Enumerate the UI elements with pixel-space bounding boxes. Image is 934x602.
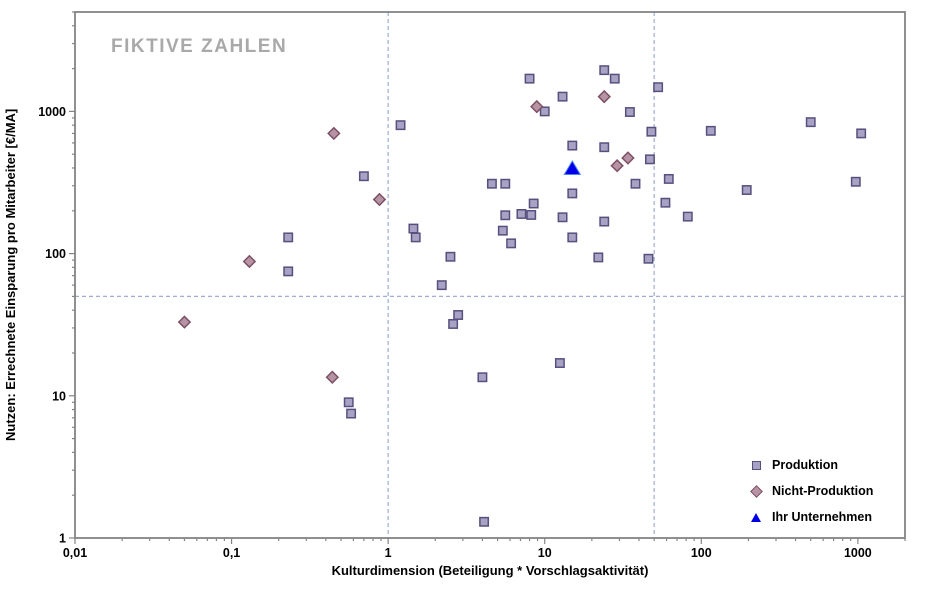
- data-point-square: [395, 120, 406, 131]
- data-point-square: [645, 154, 655, 165]
- data-point-square: [741, 185, 752, 195]
- data-point-square: [705, 125, 716, 136]
- data-point-square: [653, 82, 664, 93]
- data-point-square: [500, 210, 511, 221]
- data-point-diamond: [621, 151, 635, 165]
- x-tick-label: 10: [538, 546, 552, 560]
- data-point-square: [660, 197, 671, 208]
- data-point-square: [805, 117, 816, 128]
- data-point-square: [599, 216, 610, 227]
- data-point-square: [477, 372, 488, 383]
- legend: Produktion Nicht-Produktion Ihr Unterneh…: [747, 452, 873, 530]
- y-tick-label: 1000: [38, 105, 66, 119]
- data-point-diamond: [242, 254, 257, 269]
- data-point-square: [500, 178, 511, 189]
- data-point-square: [283, 266, 294, 277]
- data-point-diamond: [177, 315, 192, 329]
- data-point-square: [663, 173, 674, 184]
- data-point-diamond: [530, 99, 544, 114]
- data-point-square: [599, 65, 610, 76]
- data-point-square: [554, 358, 565, 368]
- data-point-diamond: [610, 158, 624, 173]
- data-point-square: [599, 142, 610, 153]
- data-point-square: [557, 91, 568, 102]
- legend-label-nicht-produktion: Nicht-Produktion: [772, 484, 874, 498]
- data-point-square: [593, 252, 604, 263]
- x-axis-title: Kulturdimension (Beteiligung * Vorschlag…: [331, 563, 649, 578]
- legend-item-produktion: Produktion: [747, 452, 873, 478]
- data-point-triangle: [563, 160, 582, 175]
- y-tick-label: 10: [52, 389, 66, 403]
- y-tick-label: 100: [45, 247, 66, 261]
- x-tick-label: 0,01: [63, 546, 87, 560]
- data-point-diamond: [372, 192, 387, 207]
- data-point-square: [643, 253, 654, 264]
- diamond-marker-icon: [747, 484, 765, 498]
- data-point-square: [453, 310, 464, 320]
- data-point-square: [557, 212, 568, 223]
- data-point-square: [624, 107, 635, 117]
- data-point-square: [682, 211, 693, 222]
- data-point-square: [567, 140, 578, 151]
- data-point-square: [630, 178, 641, 189]
- data-point-square: [609, 73, 620, 84]
- legend-item-nicht-produktion: Nicht-Produktion: [747, 478, 873, 504]
- data-point-square: [479, 516, 490, 527]
- x-tick-label: 1000: [844, 546, 872, 560]
- data-point-square: [528, 198, 539, 209]
- watermark-text: FIKTIVE ZAHLEN: [111, 36, 288, 57]
- data-point-square: [539, 106, 550, 117]
- legend-label-ihr-unternehmen: Ihr Unternehmen: [772, 510, 873, 524]
- data-point-square: [567, 188, 578, 199]
- y-axis-title: Nutzen: Errechnete Einsparung pro Mitarb…: [3, 108, 18, 442]
- data-point-square: [358, 171, 369, 182]
- x-tick-label: 100: [691, 546, 712, 560]
- triangle-marker-icon: [747, 512, 765, 522]
- data-point-square: [408, 223, 419, 234]
- y-tick-label: 1: [59, 532, 66, 546]
- x-tick-label: 0,1: [223, 546, 240, 560]
- legend-item-ihr-unternehmen: Ihr Unternehmen: [747, 504, 873, 530]
- plot-border: [74, 11, 906, 539]
- data-point-diamond: [327, 126, 341, 141]
- data-point-square: [524, 73, 535, 84]
- data-point-diamond: [597, 89, 611, 104]
- data-point-square: [516, 209, 527, 219]
- x-tick-label: 1: [385, 546, 392, 560]
- data-point-square: [497, 225, 508, 236]
- data-point-square: [506, 238, 517, 249]
- data-point-square: [526, 209, 537, 220]
- data-point-square: [448, 319, 459, 329]
- data-point-square: [346, 408, 357, 419]
- data-point-square: [486, 178, 497, 189]
- data-point-square: [567, 232, 578, 243]
- data-point-diamond: [325, 370, 340, 384]
- square-marker-icon: [747, 460, 765, 470]
- data-point-square: [445, 251, 456, 262]
- data-point-square: [856, 128, 867, 139]
- legend-label-produktion: Produktion: [772, 458, 838, 472]
- data-point-square: [850, 176, 861, 187]
- data-point-square: [436, 280, 447, 291]
- data-point-square: [283, 232, 294, 243]
- data-point-square: [646, 126, 657, 137]
- data-point-square: [410, 232, 421, 243]
- data-point-square: [343, 397, 354, 408]
